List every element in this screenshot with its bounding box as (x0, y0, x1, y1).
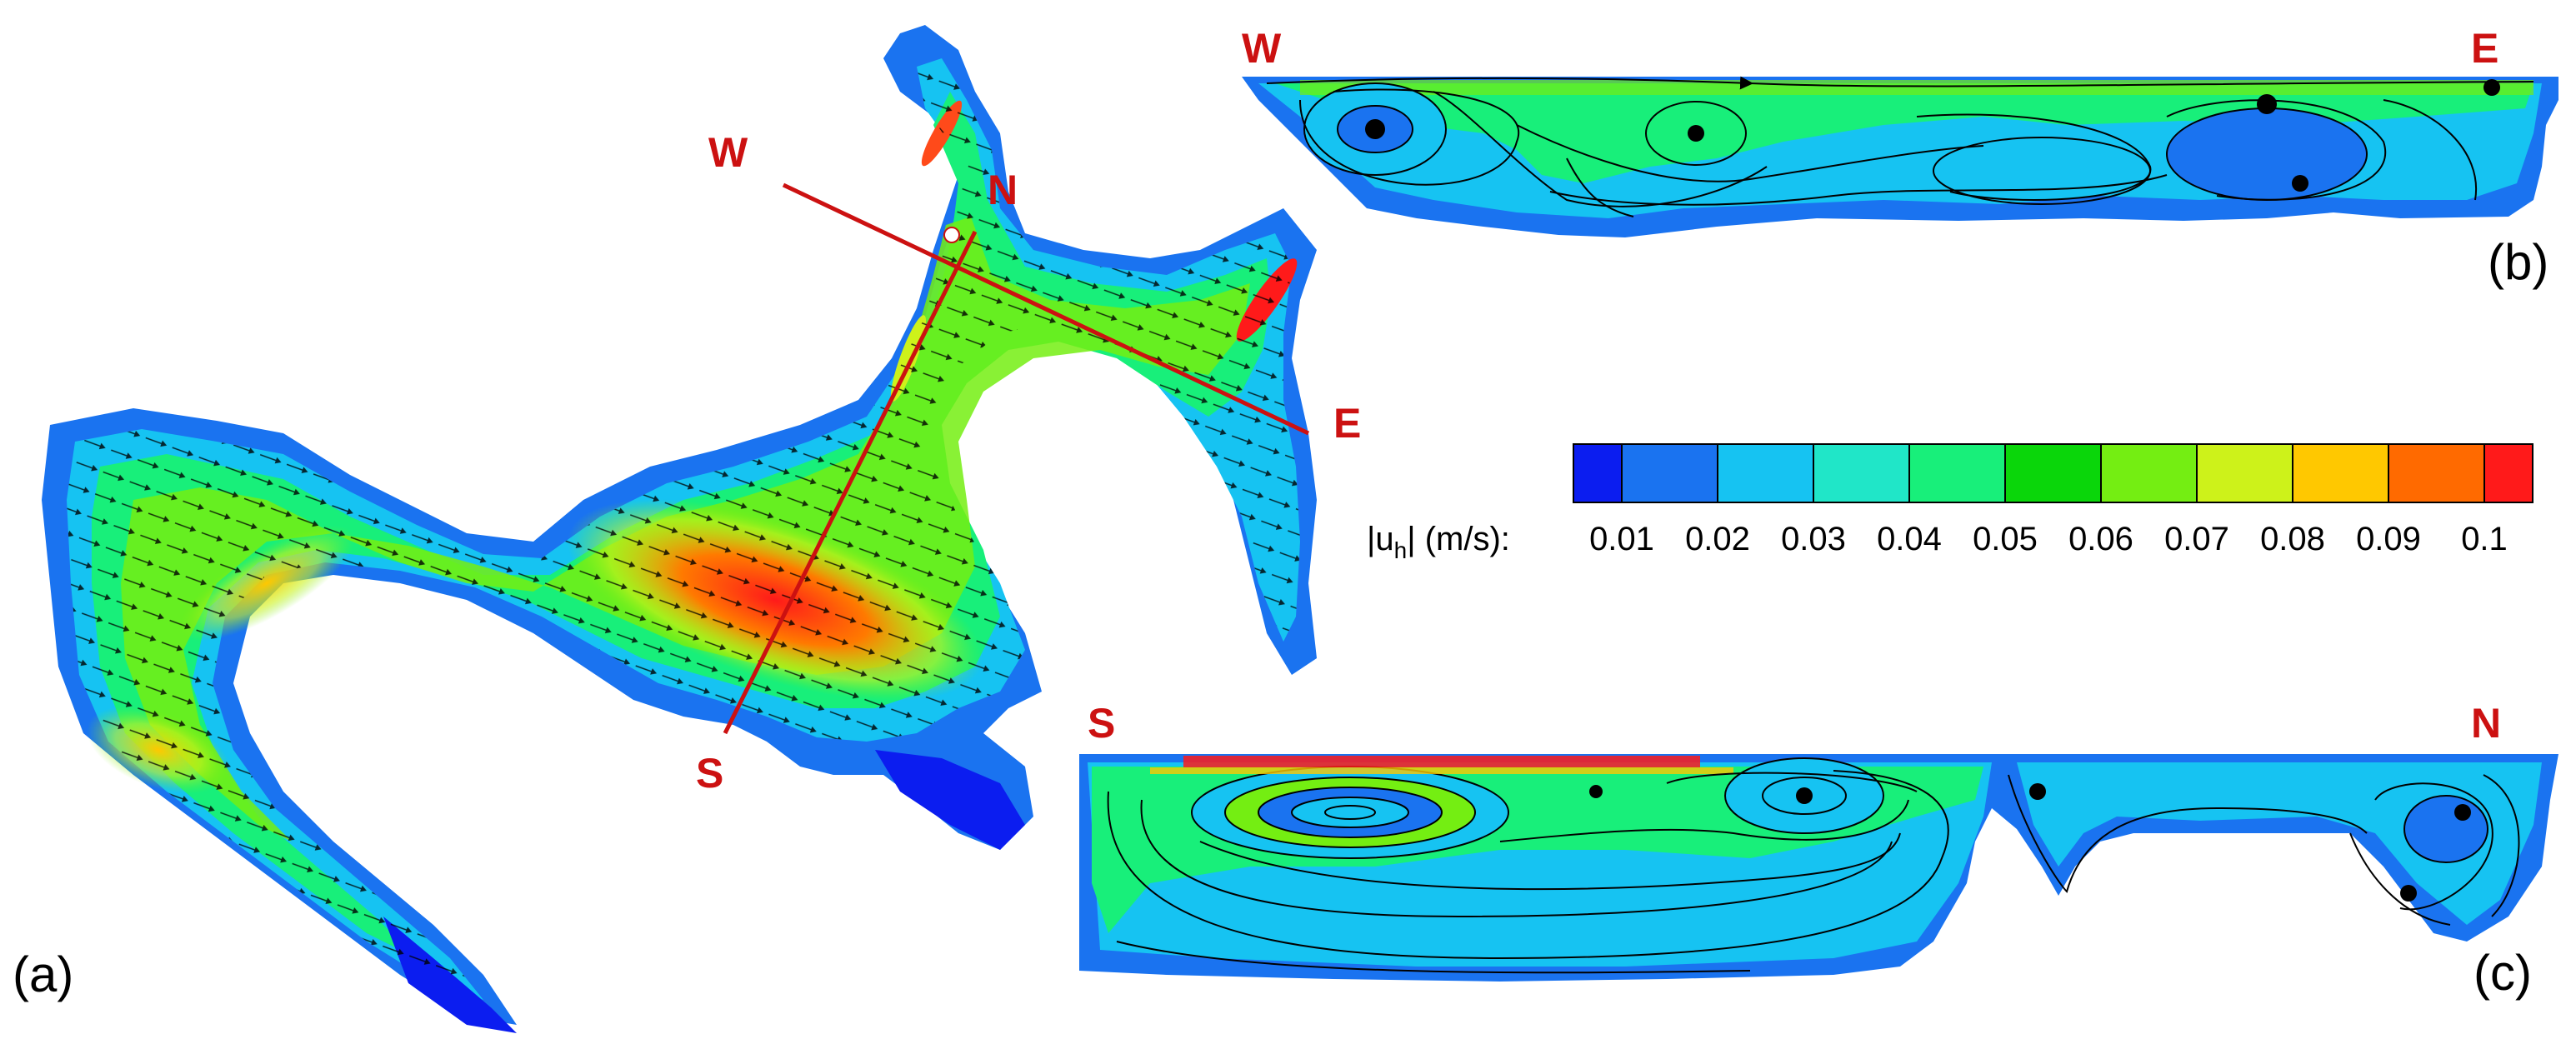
colorbar-tick-label: 0.1 (2461, 521, 2508, 557)
colorbar-tick-label: 0.02 (1685, 521, 1750, 557)
section-c-streamlines (1107, 770, 2520, 974)
transect-south-north (723, 230, 978, 735)
colorbar-swatch-5 (1908, 443, 2006, 503)
section-c-label-north: N (2471, 700, 2501, 747)
section-b-label-east: E (2471, 25, 2498, 72)
outlet-east (875, 750, 1025, 850)
section-b-green (1275, 83, 2533, 183)
eddy-c-mid-core (2029, 783, 2046, 800)
transect-label-west: W (708, 129, 748, 176)
eddy-c-bottom-core (2400, 885, 2417, 902)
colorbar-swatch-11 (2483, 443, 2533, 503)
eddy-c-right (2403, 795, 2488, 863)
colorbar-tick-label: 0.05 (1973, 521, 2038, 557)
transect-label-north: N (988, 167, 1018, 213)
colorbar-swatch-8 (2196, 443, 2293, 503)
eddy-c-right-core (2454, 804, 2471, 821)
eddy-b-3 (2166, 107, 2368, 201)
eddy-c-gyre-core (1589, 785, 1603, 798)
panel-b-section-west-east: W E (b) (1242, 25, 2558, 290)
colorbar-swatch-4 (1813, 443, 1910, 503)
colorbar-title: |uh| (m/s): (1367, 521, 1510, 563)
section-c-surface-jet-edge (1150, 767, 1733, 774)
section-c-label-south: S (1088, 700, 1115, 747)
transect-label-east: E (1333, 400, 1361, 447)
gyre-c-main-ring4 (1291, 797, 1409, 828)
section-c-surface-jet (1183, 756, 1700, 767)
section-c-right-cyan (2017, 762, 2542, 925)
colorbar-swatch-6 (2004, 443, 2102, 503)
panel-label-c: (c) (2473, 945, 2532, 1001)
transect-intersection-marker (943, 227, 960, 243)
eddy-b-3-core (2257, 94, 2277, 114)
colorbar-swatch-10 (2388, 443, 2485, 503)
colorbar-tick-label: 0.09 (2356, 521, 2421, 557)
panel-label-a: (a) (13, 947, 73, 1002)
colorbar-tick-label: 0.08 (2260, 521, 2325, 557)
colorbar-tick-label: 0.03 (1781, 521, 1846, 557)
eddy-b-4-core (2292, 175, 2308, 192)
colorbar-swatch-9 (2292, 443, 2389, 503)
section-b-label-west: W (1242, 25, 1282, 72)
eddy-b-2-core (1688, 125, 1704, 142)
gyre-c-main-core (1324, 805, 1376, 820)
panel-label-b: (b) (2488, 234, 2548, 290)
colorbar-swatch-2 (1621, 443, 1718, 503)
colorbar-tick-label: 0.06 (2068, 521, 2133, 557)
colorbar-swatch-1 (1573, 443, 1623, 503)
colorbar-swatch-7 (2100, 443, 2198, 503)
colorbar-tick-label: 0.07 (2164, 521, 2229, 557)
colorbar: 0.01 0.02 0.03 0.04 0.05 0.06 0.07 0.08 0.09 0.1 (1573, 443, 2533, 557)
colorbar-tick-label: 0.01 (1589, 521, 1654, 557)
section-b-streamlines (1266, 76, 2534, 217)
eddy-b-5-core (2483, 79, 2500, 96)
eddy-b-1-core (1365, 119, 1385, 139)
transect-label-south: S (696, 750, 723, 797)
eddy-b-2 (1645, 101, 1747, 166)
gyre-c-secondary-core (1796, 787, 1813, 804)
colorbar-tick-label: 0.04 (1877, 521, 1942, 557)
gyre-c-secondary-inner (1762, 777, 1847, 815)
transect-west-east (782, 182, 1310, 436)
colorbar-swatch-3 (1717, 443, 1814, 503)
panel-c-section-south-north: S N (c) (1079, 700, 2558, 1001)
